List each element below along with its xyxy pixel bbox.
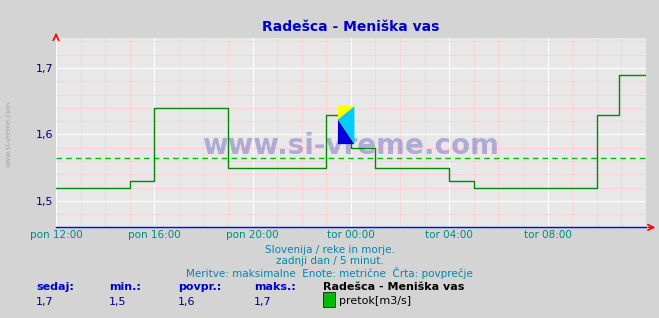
Text: Meritve: maksimalne  Enote: metrične  Črta: povprečje: Meritve: maksimalne Enote: metrične Črta… — [186, 267, 473, 279]
Text: 1,6: 1,6 — [178, 297, 196, 307]
Bar — [338, 106, 355, 144]
Text: zadnji dan / 5 minut.: zadnji dan / 5 minut. — [275, 256, 384, 266]
Text: Slovenija / reke in morje.: Slovenija / reke in morje. — [264, 245, 395, 255]
Polygon shape — [338, 106, 355, 144]
Title: Radešca - Meniška vas: Radešca - Meniška vas — [262, 20, 440, 34]
Text: maks.:: maks.: — [254, 282, 295, 292]
Text: Radešca - Meniška vas: Radešca - Meniška vas — [323, 282, 465, 292]
Text: www.si-vreme.com: www.si-vreme.com — [202, 132, 500, 160]
Text: sedaj:: sedaj: — [36, 282, 74, 292]
Polygon shape — [338, 120, 355, 144]
Text: povpr.:: povpr.: — [178, 282, 221, 292]
Text: www.si-vreme.com: www.si-vreme.com — [5, 100, 12, 167]
Text: 1,7: 1,7 — [36, 297, 54, 307]
Text: min.:: min.: — [109, 282, 140, 292]
Text: 1,7: 1,7 — [254, 297, 272, 307]
Text: pretok[m3/s]: pretok[m3/s] — [339, 296, 411, 306]
Text: 1,5: 1,5 — [109, 297, 127, 307]
